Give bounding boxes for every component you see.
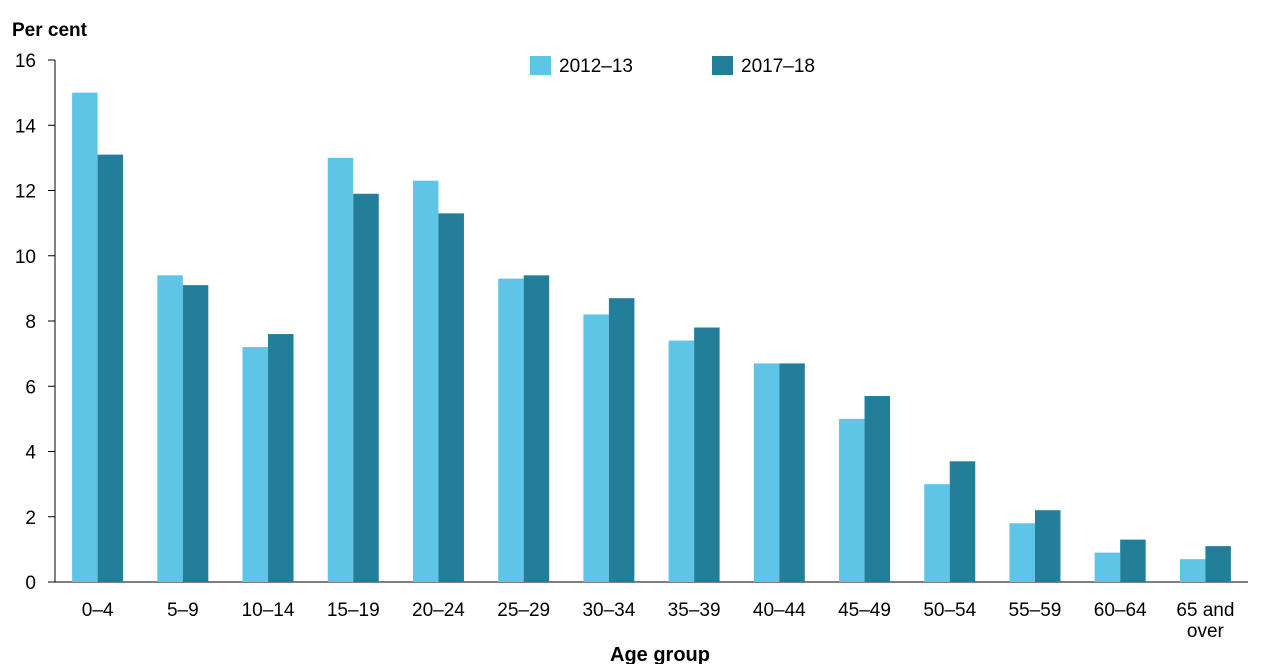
legend-label: 2012–13	[559, 56, 633, 77]
x-tick-label: 5–9	[167, 600, 199, 621]
bar	[1120, 539, 1146, 582]
x-tick-label: 30–34	[582, 600, 635, 621]
bar	[353, 193, 379, 582]
bar	[1205, 546, 1231, 582]
y-axis-label: Per cent	[12, 20, 88, 41]
y-tick-label: 0	[25, 573, 36, 594]
legend: 2012–13 2017–18	[530, 56, 815, 77]
bar	[72, 92, 98, 582]
bar	[949, 461, 976, 582]
x-tick-label: 50–54	[923, 600, 976, 621]
bar	[1094, 552, 1121, 582]
tick-labels: 0 2 4 6 8 10 12 14 16 0–4 5–9 10–14 15–19 20–24 25–29 3…	[15, 51, 1235, 642]
x-axis-label: Age group	[610, 644, 710, 664]
bar	[694, 327, 720, 582]
bar	[523, 275, 550, 582]
x-tick-label: 45–49	[838, 600, 891, 621]
x-tick-label: 40–44	[753, 600, 806, 621]
bar	[242, 347, 269, 582]
bar	[268, 334, 294, 582]
y-tick-label: 12	[15, 182, 36, 203]
bar	[753, 363, 780, 582]
bar	[498, 278, 524, 582]
x-tick-label: 0–4	[82, 600, 114, 621]
x-tick-label: 65 and over	[1176, 600, 1234, 642]
x-tick-label: 20–24	[412, 600, 465, 621]
y-tick-label: 6	[25, 377, 36, 398]
legend-swatch	[712, 56, 733, 75]
y-tick-label: 10	[15, 247, 36, 268]
y-tick-label: 8	[25, 312, 36, 333]
bar	[1034, 510, 1061, 582]
bar	[97, 154, 124, 583]
bars	[72, 92, 1231, 583]
legend-swatch	[530, 56, 551, 75]
bar	[839, 418, 865, 582]
bar	[157, 275, 183, 582]
bar	[608, 298, 635, 582]
bar	[668, 340, 695, 582]
bar	[182, 285, 209, 582]
x-tick-label: 10–14	[242, 600, 295, 621]
legend-label: 2017–18	[741, 56, 815, 77]
bar	[1009, 523, 1035, 582]
x-tick-label: 25–29	[497, 600, 550, 621]
bar	[327, 157, 354, 582]
bar	[438, 213, 464, 582]
bar	[1179, 559, 1206, 582]
y-tick-label: 4	[25, 443, 36, 464]
axes	[48, 59, 1248, 583]
bar	[924, 484, 950, 582]
x-tick-label: 60–64	[1094, 600, 1147, 621]
y-tick-label: 2	[25, 508, 36, 529]
x-tick-label: 35–39	[668, 600, 721, 621]
y-tick-label: 16	[15, 51, 36, 72]
x-tick-label: 15–19	[327, 600, 380, 621]
bar	[779, 363, 805, 582]
bar	[583, 314, 609, 582]
x-tick-label: 55–59	[1009, 600, 1062, 621]
bar	[864, 396, 891, 582]
y-tick-label: 14	[15, 116, 37, 137]
bar	[412, 180, 439, 582]
